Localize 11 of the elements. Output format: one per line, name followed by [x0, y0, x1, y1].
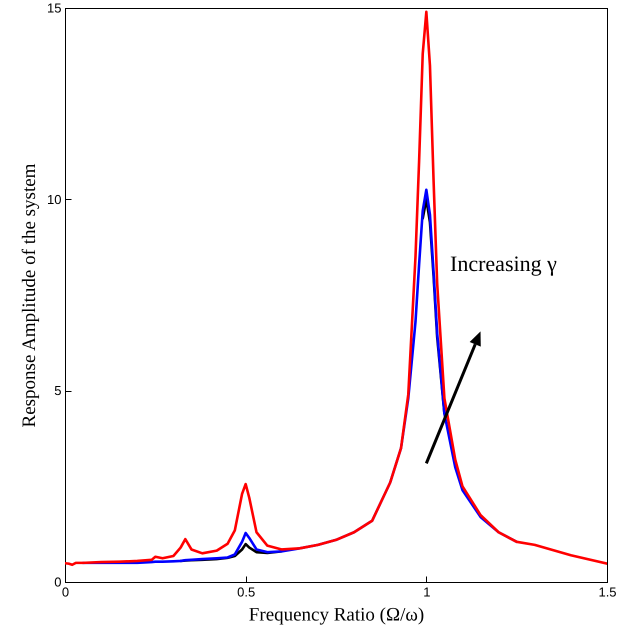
x-axis-title: Frequency Ratio (Ω/ω): [248, 604, 424, 626]
y-tick-label: 10: [47, 192, 62, 207]
x-tick-label: 1.5: [598, 584, 617, 600]
y-tick-label: 5: [54, 383, 62, 398]
x-tick-label: 0.5: [237, 584, 256, 600]
line-series: [65, 10, 607, 566]
x-tick-label: 1: [423, 584, 430, 600]
y-tick-label: 15: [47, 0, 62, 16]
y-tick-label: 0: [54, 574, 62, 590]
y-axis-title: Response Amplitude of the system: [19, 163, 40, 428]
annotation: Increasing γ: [450, 251, 558, 276]
